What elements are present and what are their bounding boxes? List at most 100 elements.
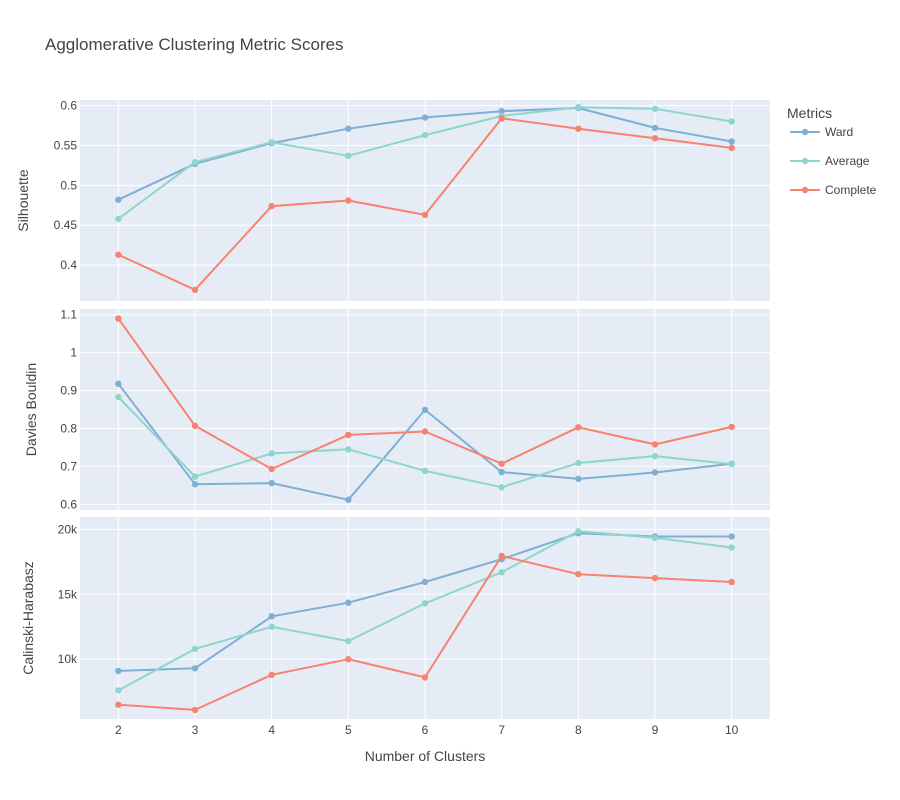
x-tick-label: 5 <box>345 723 352 737</box>
data-point-complete[interactable] <box>651 441 659 448</box>
data-point-complete[interactable] <box>498 460 505 467</box>
data-point-complete[interactable] <box>268 465 275 473</box>
subplots: 0.4 0.45 0.5 0.55 0.6 Silhouette 0.6 0.7 0.8 0.9 1… <box>15 99 770 719</box>
data-point-complete[interactable] <box>191 422 199 430</box>
data-point-ward[interactable] <box>421 114 429 121</box>
x-tick-label: 9 <box>652 723 659 737</box>
data-point-average[interactable] <box>191 473 199 480</box>
data-point-average[interactable] <box>268 139 275 146</box>
y-axis-title: Davies Bouldin <box>23 363 39 456</box>
data-point-ward[interactable] <box>115 196 122 203</box>
data-point-complete[interactable] <box>651 574 659 582</box>
data-point-average[interactable] <box>421 467 429 475</box>
data-point-ward[interactable] <box>575 475 582 483</box>
legend[interactable]: Metrics Ward Average Complete <box>787 105 877 197</box>
data-point-average[interactable] <box>191 159 199 166</box>
data-point-average[interactable] <box>115 393 122 401</box>
data-point-average[interactable] <box>651 534 659 541</box>
data-point-complete[interactable] <box>345 197 352 204</box>
data-point-average[interactable] <box>651 452 659 460</box>
data-point-complete[interactable] <box>728 423 735 431</box>
y-axis-title: Silhouette <box>15 169 31 231</box>
data-point-complete[interactable] <box>575 125 582 132</box>
data-point-ward[interactable] <box>421 578 429 586</box>
data-point-complete[interactable] <box>268 202 275 210</box>
data-point-average[interactable] <box>728 460 735 468</box>
data-point-average[interactable] <box>345 637 352 645</box>
data-point-ward[interactable] <box>651 469 659 476</box>
data-point-ward[interactable] <box>498 468 505 476</box>
y-tick-label: 10k <box>58 652 78 666</box>
x-tick-label: 6 <box>422 723 429 737</box>
data-point-complete[interactable] <box>575 570 582 578</box>
data-point-ward[interactable] <box>115 380 122 387</box>
data-point-complete[interactable] <box>728 578 735 586</box>
data-point-average[interactable] <box>345 446 352 453</box>
data-point-average[interactable] <box>575 459 582 467</box>
x-axis-title: Number of Clusters <box>365 748 486 764</box>
data-point-average[interactable] <box>268 450 275 457</box>
data-point-average[interactable] <box>575 103 582 111</box>
data-point-average[interactable] <box>651 105 659 112</box>
data-point-complete[interactable] <box>115 701 122 708</box>
data-point-complete[interactable] <box>345 656 352 663</box>
data-point-complete[interactable] <box>421 674 429 681</box>
data-point-complete[interactable] <box>115 315 122 322</box>
data-point-average[interactable] <box>421 131 429 139</box>
data-point-complete[interactable] <box>421 211 429 219</box>
data-point-average[interactable] <box>115 687 122 694</box>
data-point-complete[interactable] <box>498 115 505 122</box>
data-point-ward[interactable] <box>498 107 505 115</box>
data-point-ward[interactable] <box>345 496 352 503</box>
subplot-calinski-harabasz: 10k 15k 20k Calinski-Harabasz <box>20 517 770 719</box>
data-point-complete[interactable] <box>345 431 352 439</box>
data-point-average[interactable] <box>498 569 505 576</box>
data-point-average[interactable] <box>728 544 735 551</box>
data-point-ward[interactable] <box>268 613 275 620</box>
y-tick-label: 0.4 <box>60 258 77 272</box>
y-tick-label: 0.8 <box>60 421 77 435</box>
data-point-average[interactable] <box>268 623 275 630</box>
data-point-average[interactable] <box>345 152 352 160</box>
legend-item-ward[interactable]: Ward <box>790 125 853 139</box>
x-tick-label: 10 <box>725 723 739 737</box>
data-point-ward[interactable] <box>421 406 429 414</box>
y-tick-label: 1 <box>70 346 77 360</box>
data-point-complete[interactable] <box>728 144 735 152</box>
y-tick-label: 0.7 <box>60 459 77 473</box>
data-point-ward[interactable] <box>268 479 275 487</box>
legend-label: Average <box>825 154 870 168</box>
data-point-ward[interactable] <box>191 481 199 488</box>
data-point-ward[interactable] <box>345 599 352 606</box>
x-tick-label: 2 <box>115 723 122 737</box>
x-axis: 2 3 4 5 6 7 8 9 10 <box>115 723 739 737</box>
data-point-complete[interactable] <box>191 706 199 714</box>
x-tick-label: 4 <box>268 723 275 737</box>
data-point-ward[interactable] <box>728 138 735 145</box>
y-tick-label: 15k <box>58 587 78 601</box>
data-point-average[interactable] <box>575 528 582 535</box>
legend-item-complete[interactable]: Complete <box>790 183 877 197</box>
data-point-ward[interactable] <box>115 667 122 675</box>
data-point-average[interactable] <box>421 600 429 607</box>
data-point-complete[interactable] <box>651 135 659 142</box>
data-point-ward[interactable] <box>345 125 352 132</box>
y-tick-label: 20k <box>58 522 78 536</box>
data-point-complete[interactable] <box>575 424 582 431</box>
data-point-complete[interactable] <box>268 671 275 679</box>
data-point-average[interactable] <box>728 118 735 125</box>
data-point-average[interactable] <box>115 215 122 223</box>
data-point-ward[interactable] <box>728 533 735 540</box>
data-point-ward[interactable] <box>651 124 659 132</box>
legend-item-average[interactable]: Average <box>790 154 870 168</box>
data-point-complete[interactable] <box>115 251 122 258</box>
y-tick-label: 0.5 <box>60 178 77 192</box>
y-tick-label: 0.9 <box>60 384 77 398</box>
data-point-average[interactable] <box>191 645 199 653</box>
data-point-complete[interactable] <box>421 428 429 435</box>
y-tick-label: 0.6 <box>60 497 77 511</box>
data-point-complete[interactable] <box>498 552 505 560</box>
data-point-average[interactable] <box>498 484 505 491</box>
data-point-complete[interactable] <box>191 286 199 294</box>
data-point-ward[interactable] <box>191 665 199 672</box>
